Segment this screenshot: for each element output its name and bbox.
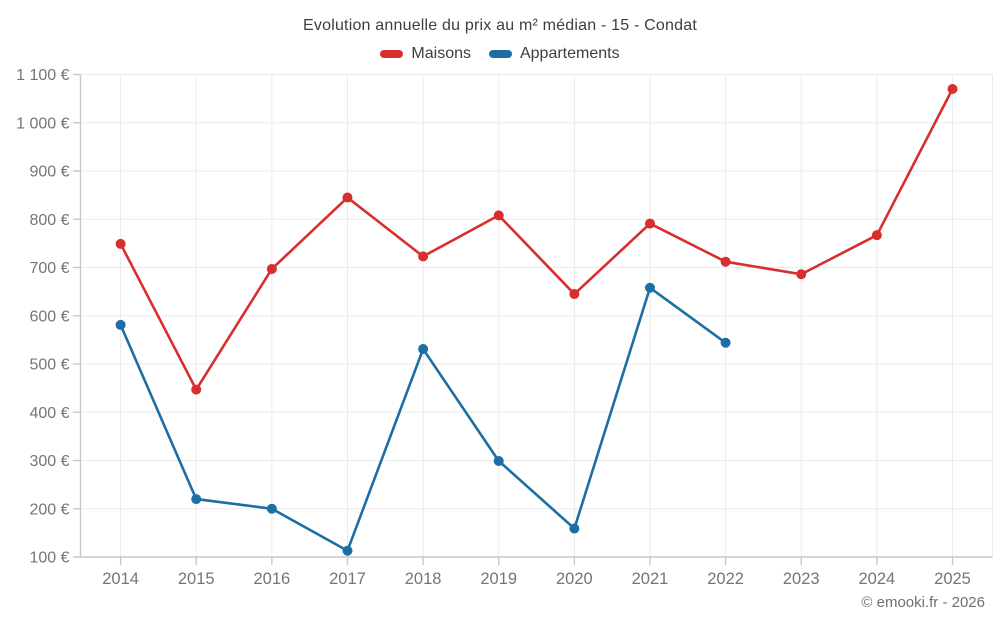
legend-label-maisons: Maisons — [411, 45, 471, 62]
point-maisons-2021[interactable] — [644, 218, 655, 229]
legend-label-appartements: Appartements — [519, 45, 620, 62]
y-tick-label: 400 € — [29, 405, 69, 422]
point-maisons-2020[interactable] — [569, 289, 580, 300]
point-maisons-2014[interactable] — [115, 238, 126, 249]
point-maisons-2023[interactable] — [796, 269, 807, 280]
appartements-swatch-icon — [488, 50, 512, 58]
point-appartements-2019[interactable] — [493, 455, 504, 466]
y-tick-label: 1 100 € — [16, 67, 69, 84]
x-tick-label: 2024 — [859, 570, 896, 588]
point-maisons-2025[interactable] — [947, 83, 958, 94]
x-tick-label: 2025 — [934, 570, 971, 588]
x-tick-label: 2023 — [783, 570, 820, 588]
x-tick-label: 2019 — [480, 570, 517, 588]
y-tick-label: 500 € — [29, 357, 69, 374]
point-maisons-2022[interactable] — [720, 256, 731, 267]
point-maisons-2018[interactable] — [418, 251, 429, 262]
y-tick-label: 300 € — [29, 453, 69, 470]
copyright: © emooki.fr - 2026 — [861, 594, 985, 611]
point-maisons-2017[interactable] — [342, 192, 353, 203]
x-tick-label: 2015 — [178, 570, 215, 588]
point-appartements-2018[interactable] — [418, 344, 429, 355]
legend: Maisons Appartements — [0, 45, 1000, 63]
y-tick-label: 800 € — [29, 212, 69, 229]
y-tick-label: 100 € — [29, 550, 69, 567]
point-appartements-2021[interactable] — [644, 282, 655, 293]
point-appartements-2017[interactable] — [342, 545, 353, 556]
y-tick-label: 900 € — [29, 164, 69, 181]
legend-item-maisons[interactable]: Maisons — [380, 45, 471, 63]
maisons-swatch-icon — [380, 50, 404, 58]
point-appartements-2022[interactable] — [720, 337, 731, 348]
point-appartements-2020[interactable] — [569, 523, 580, 534]
y-tick-label: 200 € — [29, 501, 69, 518]
point-appartements-2016[interactable] — [266, 503, 277, 514]
legend-item-appartements[interactable]: Appartements — [488, 45, 620, 63]
x-tick-label: 2016 — [253, 570, 290, 588]
x-tick-label: 2014 — [102, 570, 139, 588]
point-maisons-2019[interactable] — [493, 210, 504, 221]
x-tick-label: 2018 — [405, 570, 442, 588]
series-line-maisons — [119, 87, 954, 391]
point-appartements-2014[interactable] — [115, 319, 126, 330]
point-maisons-2016[interactable] — [266, 263, 277, 274]
point-appartements-2015[interactable] — [191, 494, 202, 505]
x-tick-label: 2017 — [329, 570, 366, 588]
x-tick-label: 2021 — [632, 570, 669, 588]
y-tick-label: 600 € — [29, 308, 69, 325]
chart-title: Evolution annuelle du prix au m² médian … — [303, 17, 697, 34]
y-tick-label: 700 € — [29, 260, 69, 277]
point-maisons-2015[interactable] — [191, 384, 202, 395]
point-maisons-2024[interactable] — [871, 230, 882, 241]
x-tick-label: 2022 — [707, 570, 744, 588]
x-tick-label: 2020 — [556, 570, 593, 588]
y-tick-label: 1 000 € — [16, 115, 69, 132]
